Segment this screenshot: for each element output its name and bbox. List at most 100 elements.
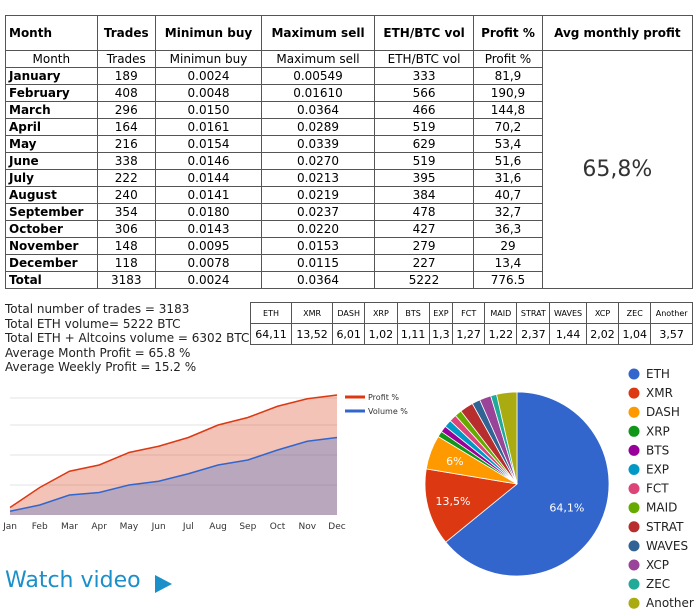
legend-label: Volume % xyxy=(368,407,408,416)
legend-marker xyxy=(628,578,640,590)
legend-label: Another xyxy=(646,596,694,610)
cell: 0.0154 xyxy=(154,135,263,153)
coin-name: BTS xyxy=(396,302,430,324)
cell: 118 xyxy=(96,254,156,272)
cell: November xyxy=(5,237,98,255)
coin-name: XRP xyxy=(364,302,398,324)
cell: 31,6 xyxy=(473,169,543,187)
coin-name: ZEC xyxy=(618,302,652,324)
x-tick-label: Nov xyxy=(298,522,316,532)
legend-label: XRP xyxy=(646,424,670,438)
legend-label: XMR xyxy=(646,386,673,400)
legend-marker xyxy=(628,502,640,514)
x-tick-label: Mar xyxy=(61,522,78,532)
cell: January xyxy=(5,67,98,85)
cell: 148 xyxy=(96,237,156,255)
pie-label: 13,5% xyxy=(436,495,471,508)
cell: 0.0095 xyxy=(154,237,263,255)
cell: 519 xyxy=(373,118,475,136)
cell: 333 xyxy=(373,67,475,85)
x-tick-label: Dec xyxy=(328,522,345,532)
subheader-cell: Minimun buy xyxy=(154,50,263,68)
cell: 81,9 xyxy=(473,67,543,85)
header-cell: Profit % xyxy=(473,15,543,51)
header-cell: Maximum sell xyxy=(261,15,375,51)
legend-label: MAID xyxy=(646,501,677,515)
legend-label: ETH xyxy=(646,367,670,381)
coin-name: DASH xyxy=(332,302,366,324)
cell: 227 xyxy=(373,254,475,272)
pie-label: 64,1% xyxy=(549,502,584,515)
cell: February xyxy=(5,84,98,102)
cell: 427 xyxy=(373,220,475,238)
cell: 0.01610 xyxy=(261,84,375,102)
coin-name: ETH xyxy=(249,302,293,324)
play-icon[interactable] xyxy=(153,574,173,594)
cell: 354 xyxy=(96,203,156,221)
coin-name: MAID xyxy=(484,302,518,324)
legend-label: DASH xyxy=(646,405,680,419)
subheader-row: Month Trades Minimun buy Maximum sell ETH/BT… xyxy=(5,50,694,289)
cell: 240 xyxy=(96,186,156,204)
coin-value: 13,52 xyxy=(291,323,334,345)
header-cell: Trades xyxy=(96,15,156,51)
cell: 0.0237 xyxy=(261,203,375,221)
cell: 0.0364 xyxy=(261,101,375,119)
cell: 296 xyxy=(96,101,156,119)
cell: 279 xyxy=(373,237,475,255)
stat-line: Total number of trades = 3183 xyxy=(5,302,190,316)
coin-name: XMR xyxy=(291,302,334,324)
x-tick-label: Jun xyxy=(151,522,166,532)
cell: 0.0150 xyxy=(154,101,263,119)
pie-slice xyxy=(445,391,610,577)
month-row: January 189 0.0024 0.00549 333 81,9 xyxy=(5,67,693,85)
avg-cell: 65,8% xyxy=(541,50,694,289)
legend-marker xyxy=(628,521,640,533)
coin-value: 1,3 xyxy=(428,323,454,345)
total-cell: 776.5 xyxy=(473,271,543,289)
cell: September xyxy=(5,203,98,221)
coin-value: 64,11 xyxy=(249,323,293,345)
cell: 306 xyxy=(96,220,156,238)
coin-value: 2,37 xyxy=(516,323,551,345)
cell: 40,7 xyxy=(473,186,543,204)
pie-label: 6% xyxy=(446,455,463,468)
legend-marker xyxy=(628,464,640,475)
coin-name: XCP xyxy=(585,302,620,324)
cell: 32,7 xyxy=(473,203,543,221)
cell: 0.0144 xyxy=(154,169,263,187)
header-cell: Month xyxy=(5,15,98,51)
x-tick-label: Aug xyxy=(209,522,227,532)
cell: 0.0180 xyxy=(154,203,263,221)
cell: 478 xyxy=(373,203,475,221)
legend-label: EXP xyxy=(646,463,669,477)
cell: 395 xyxy=(373,169,475,187)
coin-name: FCT xyxy=(452,302,486,324)
cell: March xyxy=(5,101,98,119)
cell: August xyxy=(5,186,98,204)
coin-name: EXP xyxy=(428,302,454,324)
header-cell: ETH/BTC vol xyxy=(373,15,475,51)
month-row: May 216 0.0154 0.0339 629 53,4 xyxy=(5,135,693,153)
coin-value: 1,22 xyxy=(484,323,518,345)
legend-marker xyxy=(628,540,640,552)
legend-marker xyxy=(628,387,640,399)
cell: 0.0161 xyxy=(154,118,263,136)
cell: 13,4 xyxy=(473,254,543,272)
cell: 222 xyxy=(96,169,156,187)
legend-label: Profit % xyxy=(368,393,399,402)
cell: 408 xyxy=(96,84,156,102)
legend-marker xyxy=(628,559,640,571)
coin-value: 2,02 xyxy=(585,323,620,345)
monthly-table: Month Trades Minimun buy Maximum sell ETH/BT… xyxy=(5,15,694,289)
stats: Total number of trades = 3183 Total ETH v… xyxy=(5,302,249,375)
x-tick-label: Apr xyxy=(91,522,107,532)
watch-video-link[interactable]: Watch video xyxy=(5,568,141,593)
cell: 0.0143 xyxy=(154,220,263,238)
coin-value: 1,11 xyxy=(396,323,430,345)
x-tick-label: Jan xyxy=(2,522,17,532)
cell: 0.0219 xyxy=(261,186,375,204)
x-tick-label: Oct xyxy=(270,522,286,532)
total-row: Total 3183 0.0024 0.0364 5222 776.5 xyxy=(5,271,693,289)
